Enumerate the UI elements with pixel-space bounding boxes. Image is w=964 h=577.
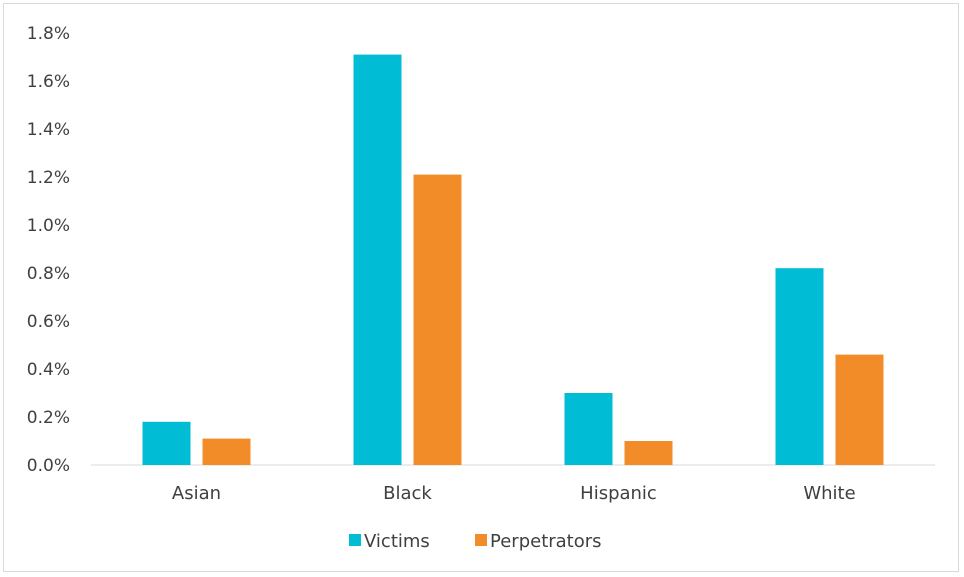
bar-victims-white	[775, 268, 824, 465]
y-tick-label: 0.0%	[27, 456, 70, 476]
legend-swatch-victims	[349, 534, 361, 546]
y-axis-ticks: 0.0% 0.2% 0.4% 0.6% 0.8% 1.0% 1.2% 1.4% 1.6% 1.8%	[27, 24, 70, 476]
legend-swatch-perpetrators	[475, 534, 487, 546]
y-tick-label: 1.8%	[27, 24, 70, 44]
bar-perpetrators-white	[835, 354, 884, 465]
x-category-label: Hispanic	[580, 483, 657, 504]
legend-label-victims: Victims	[364, 531, 430, 552]
bar-victims-asian	[142, 421, 191, 465]
y-tick-label: 1.6%	[27, 72, 70, 92]
y-tick-label: 1.4%	[27, 120, 70, 140]
x-category-label: Asian	[172, 483, 221, 504]
bars	[142, 54, 884, 465]
legend-label-perpetrators: Perpetrators	[490, 531, 602, 552]
y-tick-label: 0.6%	[27, 312, 70, 332]
bar-perpetrators-asian	[202, 438, 251, 465]
y-tick-label: 1.0%	[27, 216, 70, 236]
bar-victims-black	[353, 54, 402, 465]
bar-perpetrators-hispanic	[624, 441, 673, 465]
x-category-label: White	[803, 483, 855, 504]
x-category-label: Black	[383, 483, 432, 504]
y-tick-label: 0.8%	[27, 264, 70, 284]
y-tick-label: 0.4%	[27, 360, 70, 380]
bar-victims-hispanic	[564, 393, 613, 465]
y-tick-label: 0.2%	[27, 408, 70, 428]
x-axis-categories: Asian Black Hispanic White	[172, 483, 856, 504]
legend: Victims Perpetrators	[349, 531, 602, 552]
bar-perpetrators-black	[413, 174, 462, 465]
y-tick-label: 1.2%	[27, 168, 70, 188]
